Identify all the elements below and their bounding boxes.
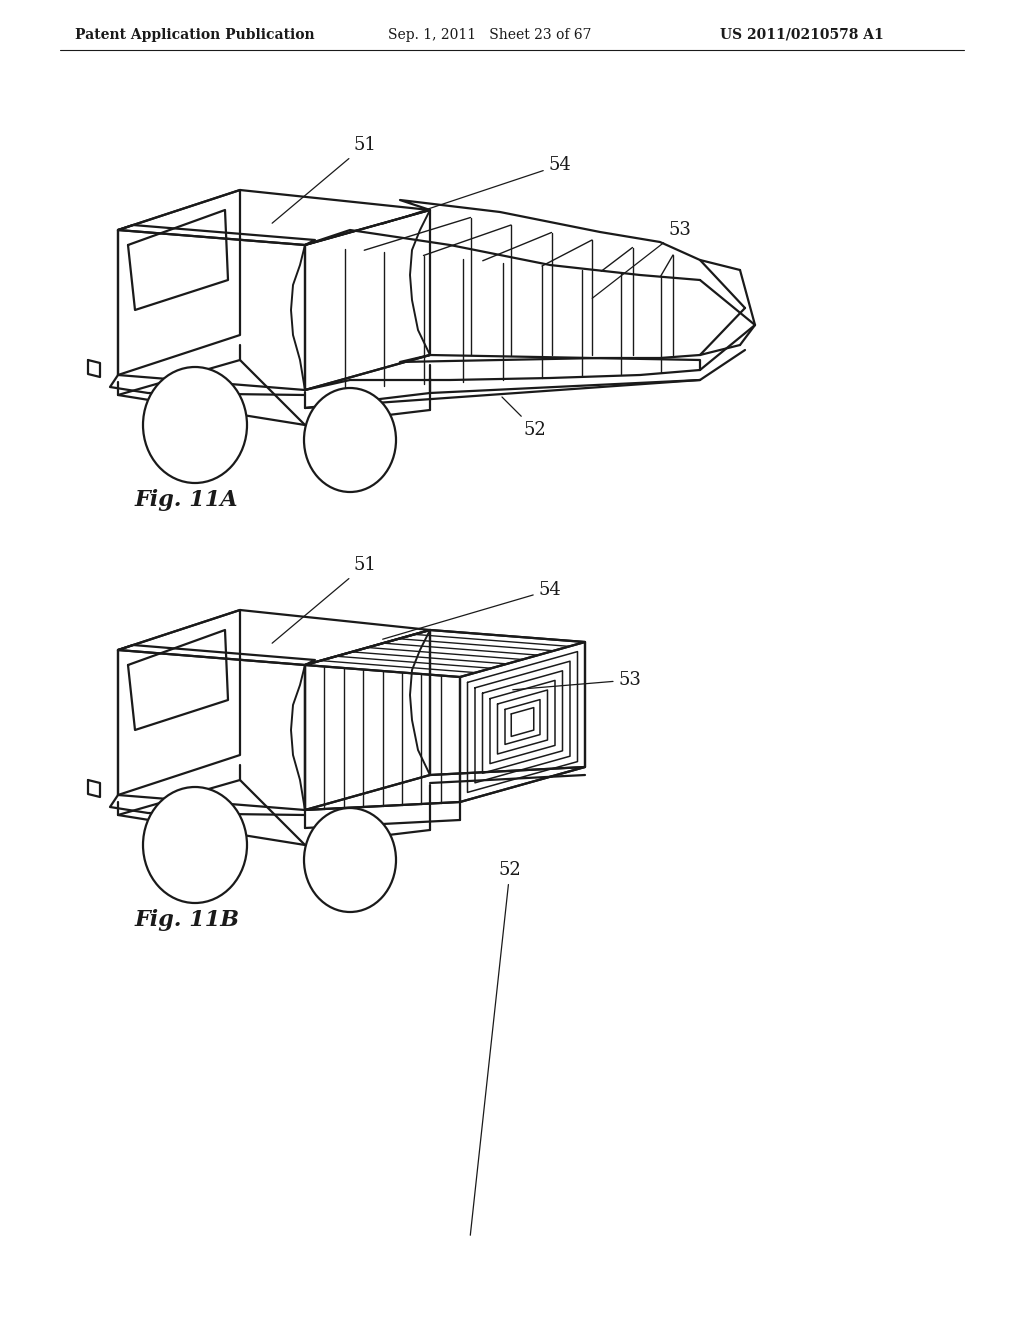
Text: Sep. 1, 2011   Sheet 23 of 67: Sep. 1, 2011 Sheet 23 of 67 — [388, 28, 592, 42]
Text: 54: 54 — [383, 156, 571, 224]
Text: 52: 52 — [502, 397, 547, 440]
Text: 51: 51 — [272, 136, 377, 223]
Text: Fig. 11A: Fig. 11A — [135, 488, 239, 511]
Text: 51: 51 — [272, 556, 377, 643]
Text: 53: 53 — [592, 220, 691, 298]
Ellipse shape — [143, 787, 247, 903]
Text: US 2011/0210578 A1: US 2011/0210578 A1 — [720, 28, 884, 42]
Text: 53: 53 — [513, 671, 641, 690]
Ellipse shape — [143, 367, 247, 483]
Text: Patent Application Publication: Patent Application Publication — [75, 28, 314, 42]
Text: Fig. 11B: Fig. 11B — [135, 909, 240, 931]
Text: 54: 54 — [383, 581, 561, 639]
Ellipse shape — [304, 808, 396, 912]
Text: 52: 52 — [470, 861, 521, 1236]
Ellipse shape — [304, 388, 396, 492]
